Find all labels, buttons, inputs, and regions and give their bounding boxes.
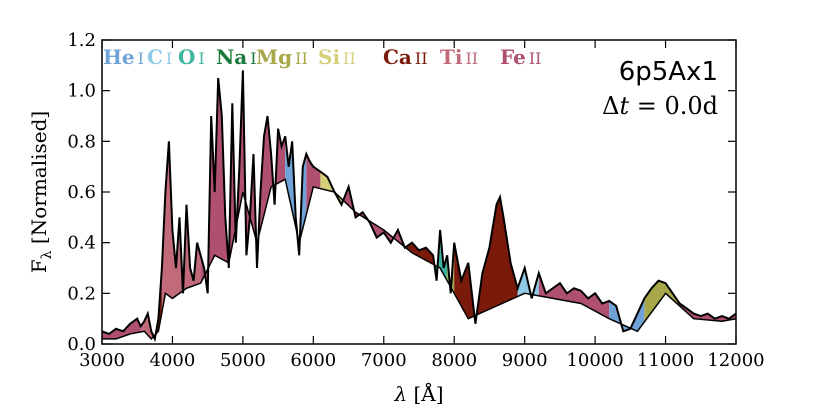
x-tick-label: 3000	[79, 350, 125, 371]
y-tick-label: 0.4	[67, 233, 96, 254]
x-tick-label: 12000	[707, 350, 764, 371]
contribution-fill-fe	[538, 273, 610, 319]
y-tick-label: 0.0	[67, 334, 96, 355]
element-legend: He I C I O I Na I Mg II Si II Ca II Ti II Fe II	[103, 45, 541, 69]
legend-entry-ca: Ca II	[383, 45, 428, 69]
epoch-label: Δt = 0.0d	[602, 92, 718, 120]
x-tick-label: 6000	[290, 350, 336, 371]
y-tick-label: 0.8	[67, 131, 96, 152]
legend-entry-si: Si II	[318, 45, 356, 69]
y-tick-label: 0.6	[67, 182, 96, 203]
x-tick-label: 10000	[566, 350, 623, 371]
legend-entry-he: He I	[103, 45, 144, 69]
x-axis-ticks: 3000 4000 5000 6000 7000 8000 9000 10000 11000 12…	[79, 40, 765, 371]
y-tick-label: 1.2	[67, 30, 96, 51]
total-spectrum-line	[101, 70, 737, 343]
y-tick-label: 0.2	[67, 283, 96, 304]
y-axis-ticks: 0.0 0.2 0.4 0.6 0.8 1.0 1.2	[67, 30, 736, 355]
legend-entry-fe: Fe II	[500, 45, 541, 69]
x-tick-label: 5000	[220, 350, 266, 371]
continuum-line	[102, 178, 737, 341]
contribution-fill-he	[609, 298, 645, 332]
x-tick-label: 9000	[502, 350, 548, 371]
x-tick-label: 4000	[150, 350, 196, 371]
x-axis-label: λ [Å]	[393, 381, 443, 406]
model-name: 6p5Ax1	[619, 57, 718, 87]
x-tick-label: 8000	[431, 350, 477, 371]
contribution-fill-fe	[102, 318, 141, 339]
x-tick-label: 7000	[361, 350, 407, 371]
y-axis-label: Fλ [Normalised]	[27, 111, 55, 273]
x-tick-label: 11000	[637, 350, 694, 371]
legend-entry-ti: Ti II	[440, 45, 478, 69]
legend-entry-mg: Mg II	[256, 45, 308, 69]
legend-entry-na: Na I	[216, 45, 257, 69]
y-tick-label: 1.0	[67, 81, 96, 102]
contribution-fill-ti	[161, 141, 201, 313]
contribution-fill-si	[320, 171, 342, 205]
